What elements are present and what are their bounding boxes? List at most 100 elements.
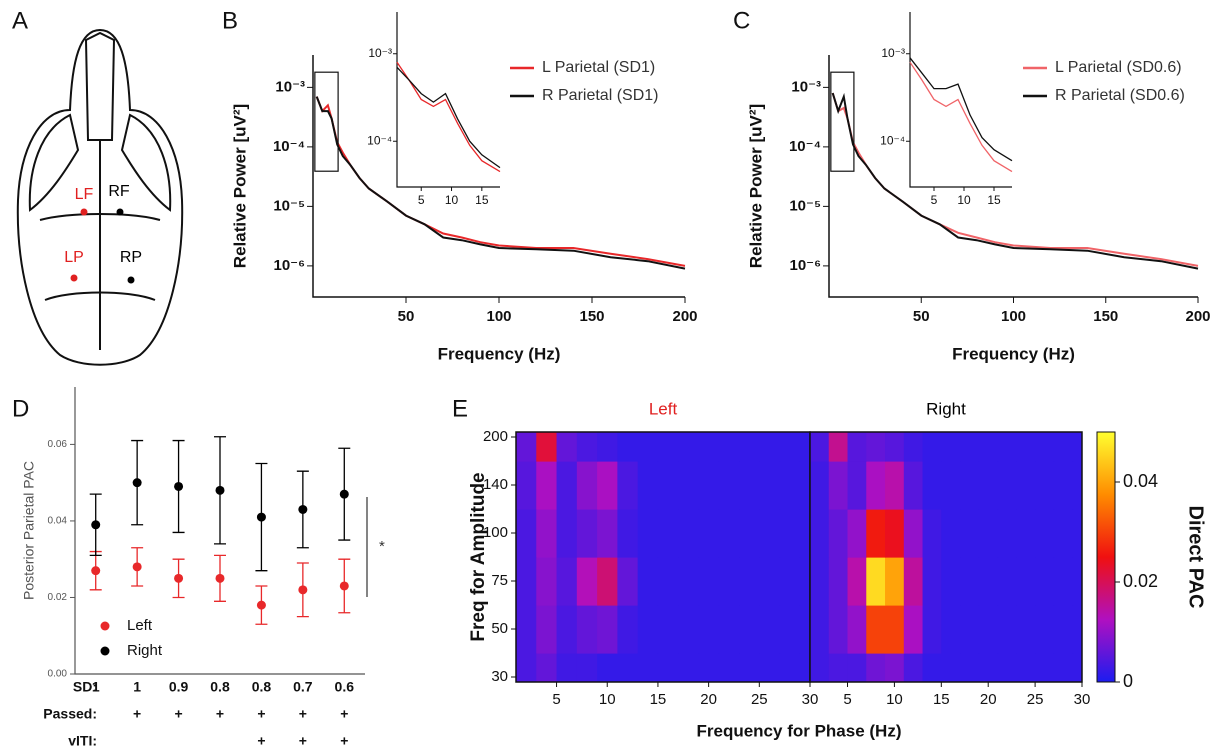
heat-cell xyxy=(799,461,810,510)
column-label: 0.9 xyxy=(169,679,189,695)
heat-cell xyxy=(960,557,980,606)
legend-label: Right xyxy=(127,642,163,659)
x-axis-label: Frequency for Phase (Hz) xyxy=(697,721,902,740)
y-tick-label: 10⁻³ xyxy=(791,78,821,95)
heat-cell xyxy=(718,461,740,510)
heat-cell xyxy=(779,557,801,606)
heat-cell xyxy=(536,605,558,654)
column-label: 1 xyxy=(92,679,100,695)
heat-cell xyxy=(978,605,999,654)
axes xyxy=(828,55,1198,298)
heat-cell xyxy=(698,557,720,606)
heat-cell xyxy=(617,432,639,462)
y-tick-label: 0.02 xyxy=(48,592,68,603)
x-tick-label: 10 xyxy=(599,691,616,708)
inset-y-tick-label: 10⁻³ xyxy=(368,46,392,60)
column-label: 0.6 xyxy=(335,679,355,695)
electrode-dot xyxy=(127,276,135,284)
legend-marker xyxy=(100,621,110,631)
inset-x-tick-label: 5 xyxy=(418,193,425,207)
heat-cell xyxy=(657,653,679,682)
heatmap xyxy=(516,432,810,682)
heat-cell xyxy=(1016,461,1036,510)
heat-cell xyxy=(828,461,849,510)
heat-cell xyxy=(597,557,618,606)
electrode-dot xyxy=(116,208,124,216)
heat-cell xyxy=(799,605,810,654)
heat-cell xyxy=(866,653,886,682)
heat-cell xyxy=(718,605,740,654)
heat-cell xyxy=(739,461,760,510)
y-tick-label: 75 xyxy=(491,572,508,589)
y-axis-label: Relative Power [uV²] xyxy=(746,104,765,268)
point xyxy=(298,585,308,595)
heat-cell xyxy=(1053,509,1074,558)
column-label: + xyxy=(340,706,348,722)
legend-label: L Parietal (SD0.6) xyxy=(1055,59,1182,76)
x-tick-label: 20 xyxy=(980,691,997,708)
heat-cell xyxy=(960,432,980,462)
y-tick-label: 10⁻³ xyxy=(275,78,305,95)
inset-y-tick-label: 10⁻³ xyxy=(881,46,905,60)
heat-cell xyxy=(828,509,849,558)
y-tick-label: 10⁻⁴ xyxy=(789,138,821,155)
heat-cell xyxy=(536,509,558,558)
heat-cell xyxy=(779,432,801,462)
heat-cell xyxy=(922,509,942,558)
y-tick-label: 30 xyxy=(491,668,508,685)
line-series xyxy=(831,92,1199,270)
inset-x-tick-label: 15 xyxy=(475,193,489,207)
electrode-label: LF xyxy=(75,186,94,203)
heatmap-frame xyxy=(809,431,1083,683)
electrode-dot xyxy=(80,208,88,216)
heat-cell xyxy=(1035,557,1055,606)
heat-cell xyxy=(597,509,618,558)
heat-cell xyxy=(885,509,905,558)
electrode-label: RP xyxy=(120,249,142,266)
legend-label: L Parietal (SD1) xyxy=(542,59,655,76)
heat-cell xyxy=(799,557,810,606)
y-tick-label: 10⁻⁵ xyxy=(273,197,305,214)
y-tick-label: 0.06 xyxy=(48,439,68,450)
legend-marker xyxy=(100,646,110,656)
heat-cell xyxy=(941,605,961,654)
electrode-dot xyxy=(70,274,78,282)
heat-cell xyxy=(1072,605,1082,654)
heat-cell xyxy=(678,509,700,558)
column-label: + xyxy=(340,733,348,749)
heat-cell xyxy=(866,509,886,558)
y-tick-label: 140 xyxy=(483,476,508,493)
heat-cell xyxy=(576,557,598,606)
y-tick-label: 100 xyxy=(483,524,508,541)
colorbar-tick-label: 0 xyxy=(1123,671,1133,691)
heat-cell xyxy=(576,509,598,558)
x-tick-label: 50 xyxy=(398,308,415,325)
heat-cell xyxy=(617,509,639,558)
point xyxy=(174,573,184,583)
heat-cell xyxy=(866,605,886,654)
heat-cell xyxy=(657,432,679,462)
heat-cell xyxy=(779,605,801,654)
heat-cell xyxy=(810,605,830,654)
heat-cell xyxy=(759,605,781,654)
heat-cell xyxy=(960,605,980,654)
x-tick-label: 30 xyxy=(802,691,819,708)
significance-label: * xyxy=(379,538,385,555)
heat-cell xyxy=(657,509,679,558)
y-axis-label: Freq for Amplitude xyxy=(468,472,489,641)
colorbar xyxy=(1096,431,1116,683)
heat-cell xyxy=(1016,509,1036,558)
heat-cell xyxy=(978,557,999,606)
y-tick-label: 0.04 xyxy=(48,516,68,527)
heat-cell xyxy=(516,653,537,682)
heat-cell xyxy=(903,557,924,606)
line-series xyxy=(831,92,1199,267)
legend-label: R Parietal (SD1) xyxy=(542,87,658,104)
x-tick-label: 30 xyxy=(1074,691,1091,708)
legend-label: R Parietal (SD0.6) xyxy=(1055,87,1185,104)
heat-cell xyxy=(556,461,578,510)
column-label: 1 xyxy=(133,679,141,695)
column-label: + xyxy=(174,706,182,722)
x-tick-label: 15 xyxy=(933,691,950,708)
